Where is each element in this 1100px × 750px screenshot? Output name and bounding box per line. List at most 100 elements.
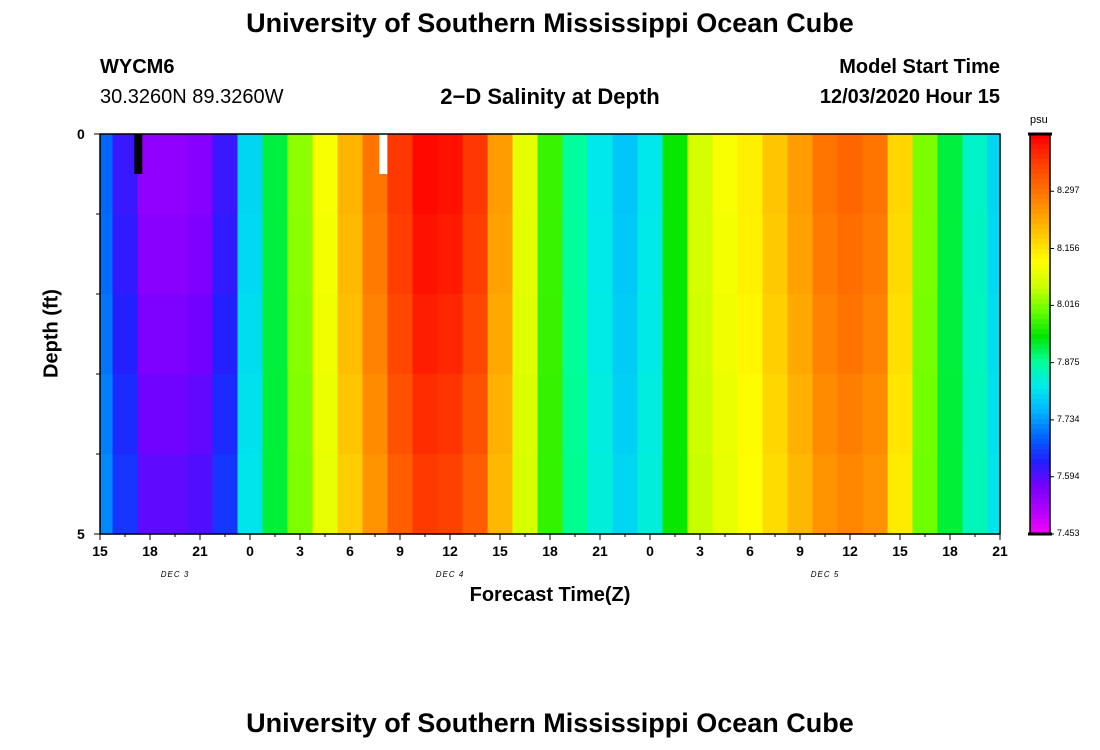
x-tick-label: 3 bbox=[296, 543, 304, 559]
heatmap-cell bbox=[737, 454, 764, 535]
heatmap-cell bbox=[987, 294, 1001, 375]
heatmap-cell bbox=[312, 294, 339, 375]
heatmap-cell bbox=[237, 214, 264, 295]
heatmap-cell bbox=[937, 294, 964, 375]
heatmap-cell bbox=[462, 454, 489, 535]
colorbar-swatch bbox=[1030, 254, 1050, 260]
x-tick-label: 3 bbox=[696, 543, 704, 559]
heatmap-cell bbox=[912, 374, 939, 455]
heatmap-cell bbox=[137, 374, 164, 455]
colorbar-swatch bbox=[1030, 379, 1050, 385]
heatmap-cell bbox=[962, 214, 989, 295]
heatmap-cell bbox=[837, 214, 864, 295]
colorbar-swatch bbox=[1030, 219, 1050, 225]
heatmap-cell bbox=[637, 214, 664, 295]
station-id: WYCM6 bbox=[100, 56, 175, 78]
colorbar-swatch bbox=[1030, 209, 1050, 215]
heatmap-cell bbox=[587, 294, 614, 375]
heatmap-cell bbox=[662, 454, 689, 535]
heatmap-cell bbox=[937, 134, 964, 215]
colorbar-swatch bbox=[1030, 204, 1050, 210]
heatmap-cell bbox=[137, 454, 164, 535]
day-label: DEC 5 bbox=[810, 570, 840, 579]
colorbar-swatch bbox=[1030, 304, 1050, 310]
heatmap-cell bbox=[162, 214, 189, 295]
colorbar-swatch bbox=[1030, 229, 1050, 235]
heatmap-cell bbox=[362, 454, 389, 535]
heatmap-cell bbox=[587, 374, 614, 455]
heatmap-cell bbox=[762, 454, 789, 535]
y-axis-label: Depth (ft) bbox=[40, 289, 63, 378]
colorbar-swatch bbox=[1030, 269, 1050, 275]
heatmap-cell bbox=[887, 134, 914, 215]
x-tick-label: 6 bbox=[346, 543, 354, 559]
y-tick-marks bbox=[94, 133, 100, 535]
colorbar-swatch bbox=[1030, 279, 1050, 285]
colorbar-swatch bbox=[1030, 434, 1050, 440]
heatmap-cell bbox=[587, 214, 614, 295]
colorbar-tick-label: 8.016 bbox=[1057, 299, 1080, 310]
x-tick-label: 0 bbox=[646, 543, 654, 559]
heatmap-cell bbox=[487, 374, 514, 455]
heatmap-cell bbox=[212, 294, 239, 375]
colorbar-swatch bbox=[1030, 319, 1050, 325]
heatmap-cell bbox=[287, 454, 314, 535]
colorbar-swatch bbox=[1030, 244, 1050, 250]
heatmap-cell bbox=[212, 214, 239, 295]
heatmap-cell bbox=[187, 214, 214, 295]
heatmap-cell bbox=[912, 134, 939, 215]
heatmap-cell bbox=[437, 214, 464, 295]
heatmap-cell bbox=[487, 294, 514, 375]
heatmap-cell bbox=[462, 374, 489, 455]
colorbar-swatch bbox=[1030, 249, 1050, 255]
colorbar-unit: psu bbox=[1030, 114, 1048, 126]
colorbar-swatch bbox=[1030, 294, 1050, 300]
heatmap-cell bbox=[212, 134, 239, 215]
x-tick-label: 0 bbox=[246, 543, 254, 559]
colorbar-swatch bbox=[1030, 164, 1050, 170]
heatmap-cells bbox=[100, 134, 1001, 535]
colorbar-swatch bbox=[1030, 454, 1050, 460]
heatmap-cell bbox=[287, 294, 314, 375]
colorbar-swatch bbox=[1030, 169, 1050, 175]
heatmap-cell bbox=[762, 374, 789, 455]
heatmap-cell bbox=[512, 134, 539, 215]
colorbar-swatch bbox=[1030, 264, 1050, 270]
x-tick-label: 15 bbox=[492, 543, 508, 559]
heatmap-cell bbox=[912, 214, 939, 295]
colorbar-swatch bbox=[1030, 314, 1050, 320]
colorbar-swatch bbox=[1030, 474, 1050, 480]
colorbar-swatch bbox=[1030, 409, 1050, 415]
heatmap-cell bbox=[837, 134, 864, 215]
x-tick-label: 18 bbox=[542, 543, 558, 559]
heatmap-cell bbox=[837, 294, 864, 375]
heatmap-cell bbox=[787, 214, 814, 295]
heatmap-cell bbox=[637, 454, 664, 535]
colorbar-swatch bbox=[1030, 404, 1050, 410]
heatmap-cell bbox=[987, 134, 1001, 215]
colorbar-swatch bbox=[1030, 444, 1050, 450]
x-tick-label: 18 bbox=[942, 543, 958, 559]
heatmap-cell bbox=[312, 454, 339, 535]
x-tick-label: 6 bbox=[746, 543, 754, 559]
colorbar bbox=[1028, 132, 1054, 536]
colorbar-swatch bbox=[1030, 144, 1050, 150]
colorbar-swatch bbox=[1030, 374, 1050, 380]
x-tick-marks bbox=[99, 534, 1001, 540]
heatmap-cell bbox=[812, 134, 839, 215]
footer-title: University of Southern Mississippi Ocean… bbox=[246, 708, 854, 738]
heatmap-cell bbox=[100, 454, 114, 535]
colorbar-tick-label: 7.594 bbox=[1057, 470, 1080, 481]
model-start-value: 12/03/2020 Hour 15 bbox=[819, 86, 1000, 108]
colorbar-swatch bbox=[1030, 479, 1050, 485]
x-tick-label: 12 bbox=[842, 543, 858, 559]
colorbar-tick-label: 7.453 bbox=[1057, 528, 1080, 538]
day-label: DEC 4 bbox=[435, 570, 465, 579]
heatmap-cell bbox=[662, 374, 689, 455]
colorbar-tick-label: 8.156 bbox=[1057, 242, 1080, 253]
heatmap-cell bbox=[987, 374, 1001, 455]
heatmap-cell bbox=[262, 374, 289, 455]
heatmap-cell bbox=[812, 374, 839, 455]
x-tick-label: 12 bbox=[442, 543, 458, 559]
colorbar-swatch bbox=[1030, 519, 1050, 525]
